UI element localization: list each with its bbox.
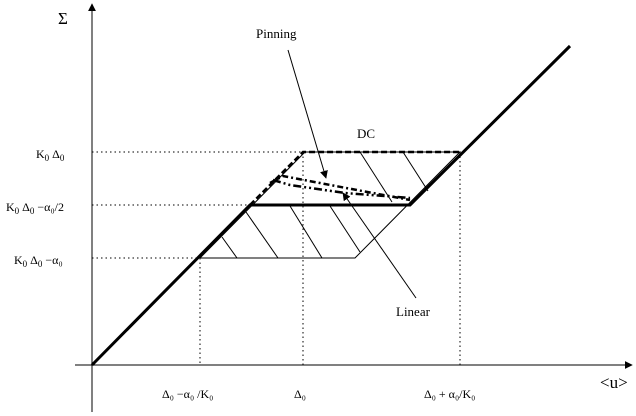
dc-label: DC — [357, 126, 375, 141]
x-tick-mid: Δ₀ — [294, 387, 306, 401]
y-tick-top: K0 Δ0 — [36, 147, 65, 163]
linear-curve — [272, 178, 411, 200]
y-tick-bottom: K0 Δ0 −α₀ — [14, 253, 63, 269]
pinning-curve — [269, 174, 411, 202]
x-tick-left: Δ₀ −α₀ /K₀ — [162, 387, 213, 401]
linear-label: Linear — [396, 304, 431, 319]
x-tick-right: Δ₀ + α₀/K₀ — [424, 387, 475, 401]
hatch-lines — [221, 151, 429, 259]
pinning-pointer — [287, 49, 328, 179]
dc-curve — [249, 150, 460, 206]
linear-pointer — [342, 192, 417, 299]
y-tick-mid: K0 Δ0 −α₀/2 — [6, 200, 64, 216]
hysteresis-region — [198, 151, 462, 259]
y-axis-label: Σ — [58, 9, 68, 28]
x-axis-label: <u> — [600, 373, 628, 392]
characteristic-line — [90, 44, 572, 367]
pinning-label: Pinning — [256, 26, 297, 41]
